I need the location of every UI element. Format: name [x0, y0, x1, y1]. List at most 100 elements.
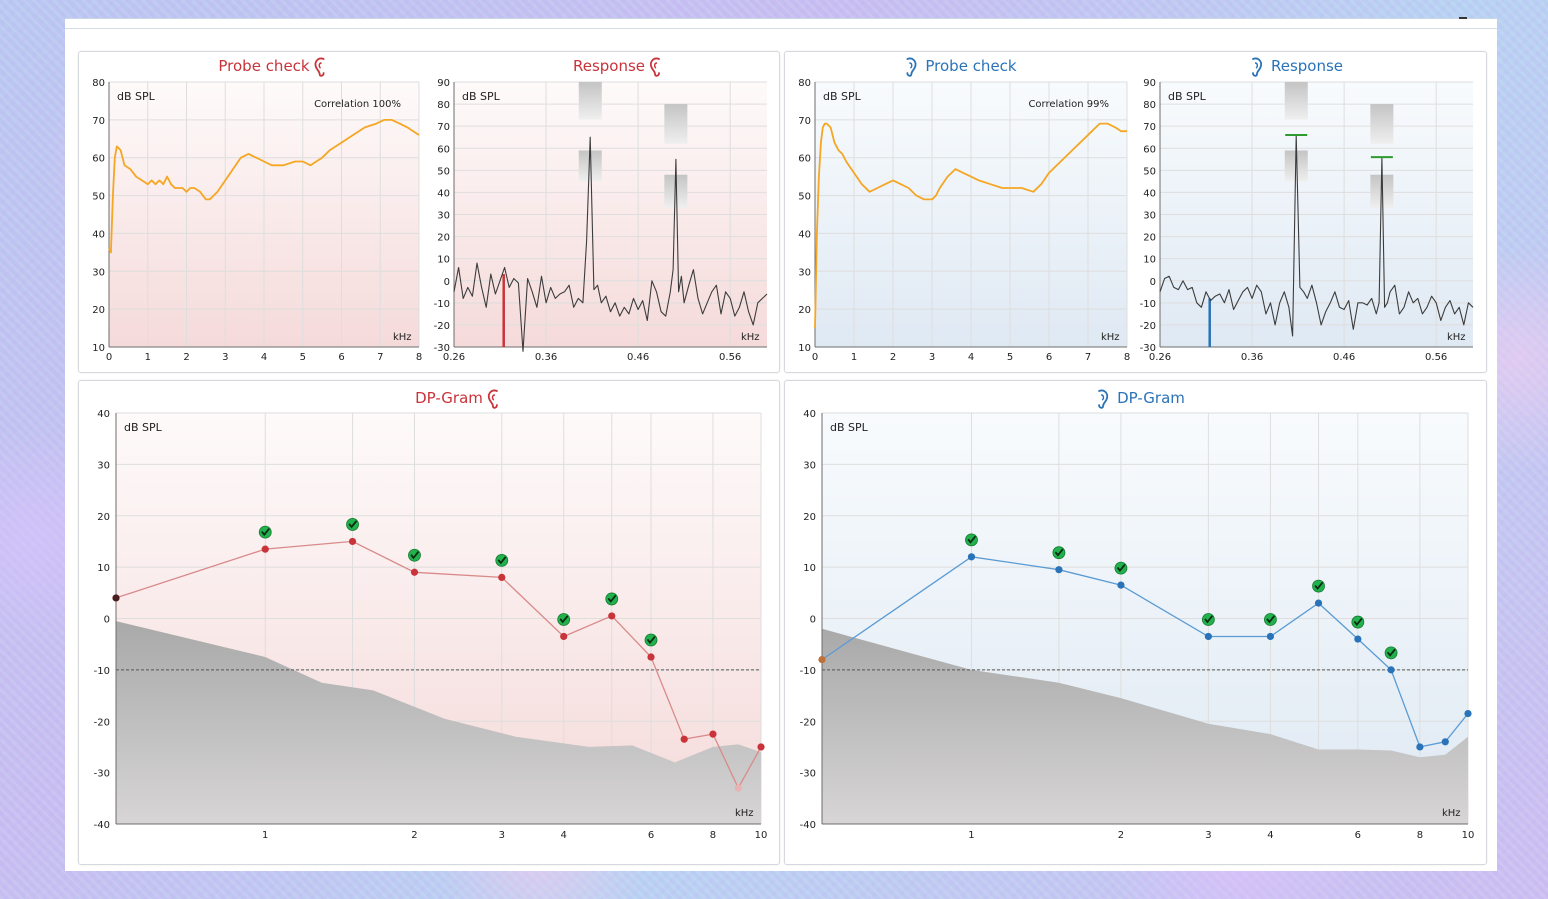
minimize-icon[interactable] [1459, 17, 1467, 19]
peak-band-lower [1284, 150, 1308, 182]
x-tick-label: 5 [1007, 352, 1013, 363]
x-axis-label: kHz [1447, 332, 1466, 343]
x-tick-label: 6 [1046, 352, 1052, 363]
dp-point [112, 594, 120, 602]
y-tick-label: -30 [1140, 343, 1156, 354]
y-tick-label: -30 [434, 343, 450, 354]
y-tick-label: -10 [434, 299, 450, 310]
y-tick-label: 70 [437, 122, 450, 133]
peak-band-lower [578, 150, 602, 182]
check-icon [408, 548, 421, 562]
dp-point [608, 612, 616, 620]
x-tick-label: 0.36 [1241, 352, 1263, 363]
ear-inner [1100, 394, 1105, 401]
y-tick-label: 60 [437, 144, 450, 155]
x-tick-label: 0.36 [535, 352, 557, 363]
x-tick-label: 4 [261, 352, 267, 363]
right-ear-summary-panel: 0 1 2 3 4 5 6 7 8 10 20 30 40 50 60 70 80 dB SPL kHz Correl… [78, 51, 780, 373]
y-tick-label: 0 [1150, 277, 1156, 288]
y-tick-label: 30 [803, 460, 816, 471]
ear-inner [909, 62, 913, 69]
x-tick-label: 4 [968, 352, 974, 363]
check-icon [605, 592, 619, 606]
x-tick-label: 8 [1124, 352, 1130, 363]
ear-outline [906, 57, 917, 77]
y-tick-label: 40 [92, 229, 105, 240]
ear-inner [491, 394, 496, 401]
y-axis-label: dB SPL [823, 90, 862, 103]
left-ear-icon [1252, 57, 1263, 77]
x-tick-label: 6 [1355, 830, 1361, 841]
x-tick-label: 8 [416, 352, 422, 363]
app-window: 0 1 2 3 4 5 6 7 8 10 20 30 40 50 60 70 80 dB SPL kHz Correl… [65, 17, 1497, 871]
dp-point [1441, 738, 1449, 746]
dp-gram-right-chart: -40 -30 -20 -10 0 10 20 30 40 1 2 3 4 6 8 10 dB SPL kHz DP… [94, 389, 768, 841]
y-tick-label: 30 [437, 211, 450, 222]
check-tick [497, 556, 507, 565]
x-axis-label: kHz [393, 332, 412, 343]
check-tick [967, 535, 976, 544]
peak-band-upper [1370, 104, 1394, 144]
x-tick-label: 1 [145, 352, 151, 363]
y-tick-label: -20 [1140, 321, 1156, 332]
ear-outline [649, 57, 660, 77]
x-axis-label: kHz [1442, 808, 1461, 819]
y-axis-label: dB SPL [462, 90, 501, 103]
y-tick-label: 10 [803, 563, 816, 574]
correlation-label: Correlation 99% [1028, 99, 1109, 110]
dp-point [709, 730, 717, 738]
y-tick-label: 20 [437, 233, 450, 244]
y-tick-label: 10 [1143, 255, 1156, 266]
chart-title: Probe check [925, 57, 1017, 75]
y-tick-label: 80 [1143, 100, 1156, 111]
x-tick-label: 7 [377, 352, 383, 363]
x-tick-label: 2 [411, 830, 417, 841]
chart-title: Response [1271, 57, 1343, 75]
x-axis-label: kHz [741, 332, 760, 343]
y-tick-label: 10 [92, 343, 105, 354]
y-tick-label: 60 [798, 154, 811, 165]
check-tick [261, 528, 270, 537]
peak-band-lower [1370, 174, 1394, 208]
check-icon [1052, 546, 1066, 560]
y-tick-label: 80 [92, 78, 105, 89]
x-tick-label: 0 [812, 352, 818, 363]
x-tick-label: 1 [262, 830, 268, 841]
y-axis-label: dB SPL [117, 90, 156, 103]
x-tick-label: 4 [1267, 830, 1273, 841]
dp-point [560, 632, 568, 641]
y-tick-label: 80 [437, 100, 450, 111]
left-ear-icon [906, 57, 917, 77]
x-tick-label: 7 [1085, 352, 1091, 363]
dp-series-line [115, 540, 762, 790]
dp-point [757, 743, 765, 751]
y-tick-label: 10 [437, 255, 450, 266]
y-tick-label: -10 [800, 666, 816, 677]
y-tick-label: 20 [97, 512, 110, 523]
noise-floor-area [116, 621, 761, 824]
dp-point [818, 656, 826, 664]
x-tick-label: 3 [929, 352, 935, 363]
y-tick-label: 50 [437, 166, 450, 177]
chart-title: DP-Gram [415, 389, 483, 407]
left-ear-summary-panel: 0 1 2 3 4 5 6 7 8 10 20 30 40 50 60 70 80 dB SPL kHz Correl… [784, 51, 1487, 373]
y-tick-label: 20 [803, 512, 816, 523]
y-tick-label: -20 [800, 717, 816, 728]
y-tick-label: 70 [1143, 122, 1156, 133]
dp-point [498, 573, 506, 581]
check-icon [495, 553, 509, 567]
y-tick-label: 60 [1143, 144, 1156, 155]
x-tick-label: 0 [106, 352, 112, 363]
y-tick-label: 40 [803, 409, 816, 420]
x-tick-label: 1 [968, 830, 974, 841]
y-tick-label: 40 [1143, 188, 1156, 199]
check-icon [1114, 561, 1128, 575]
response-right-chart: 0.26 0.36 0.46 0.56 -30 -20 -10 0 10 20 30 40 50 60 70… [434, 57, 768, 363]
y-tick-label: -30 [800, 769, 816, 780]
y-tick-label: -30 [94, 769, 110, 780]
right-ear-icon [649, 57, 660, 77]
x-tick-label: 5 [300, 352, 306, 363]
check-tick [410, 551, 419, 560]
y-tick-label: 90 [437, 78, 450, 89]
y-tick-label: -40 [94, 820, 110, 831]
